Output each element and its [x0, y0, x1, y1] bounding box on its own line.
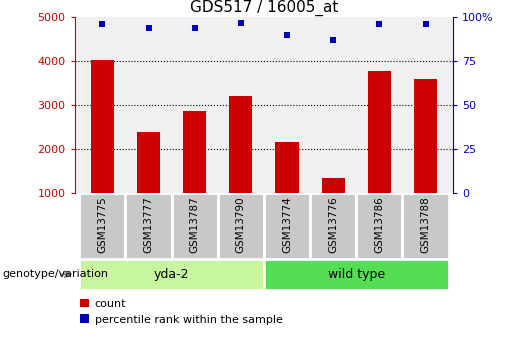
- Bar: [137, 132, 160, 237]
- Bar: [79, 193, 126, 259]
- Bar: [310, 193, 356, 259]
- Bar: [126, 193, 171, 259]
- Text: GSM13787: GSM13787: [190, 196, 200, 253]
- Bar: [276, 142, 299, 237]
- Text: GSM13790: GSM13790: [236, 196, 246, 253]
- Text: genotype/variation: genotype/variation: [3, 269, 109, 279]
- Point: [329, 37, 337, 43]
- Title: GDS517 / 16005_at: GDS517 / 16005_at: [190, 0, 338, 16]
- Bar: [229, 96, 252, 237]
- Bar: [218, 193, 264, 259]
- Text: GSM13775: GSM13775: [97, 196, 107, 253]
- Point: [237, 20, 245, 25]
- Point: [144, 25, 152, 31]
- Bar: [414, 79, 437, 237]
- Bar: [356, 193, 402, 259]
- Point: [421, 21, 430, 27]
- Text: GSM13788: GSM13788: [421, 196, 431, 253]
- Text: yda-2: yda-2: [154, 268, 190, 281]
- Bar: [322, 178, 345, 237]
- Bar: [368, 71, 391, 237]
- Bar: [264, 259, 449, 290]
- Text: GSM13774: GSM13774: [282, 196, 292, 253]
- Point: [191, 25, 199, 31]
- Text: GSM13777: GSM13777: [144, 196, 153, 253]
- Point: [375, 21, 384, 27]
- Text: GSM13786: GSM13786: [374, 196, 384, 253]
- Legend: count, percentile rank within the sample: count, percentile rank within the sample: [80, 299, 283, 325]
- Bar: [91, 60, 114, 237]
- Point: [283, 32, 291, 38]
- Text: GSM13776: GSM13776: [328, 196, 338, 253]
- Bar: [402, 193, 449, 259]
- Point: [98, 21, 107, 27]
- Bar: [171, 193, 218, 259]
- Bar: [79, 259, 264, 290]
- Bar: [264, 193, 310, 259]
- Text: wild type: wild type: [328, 268, 385, 281]
- Bar: [183, 111, 206, 237]
